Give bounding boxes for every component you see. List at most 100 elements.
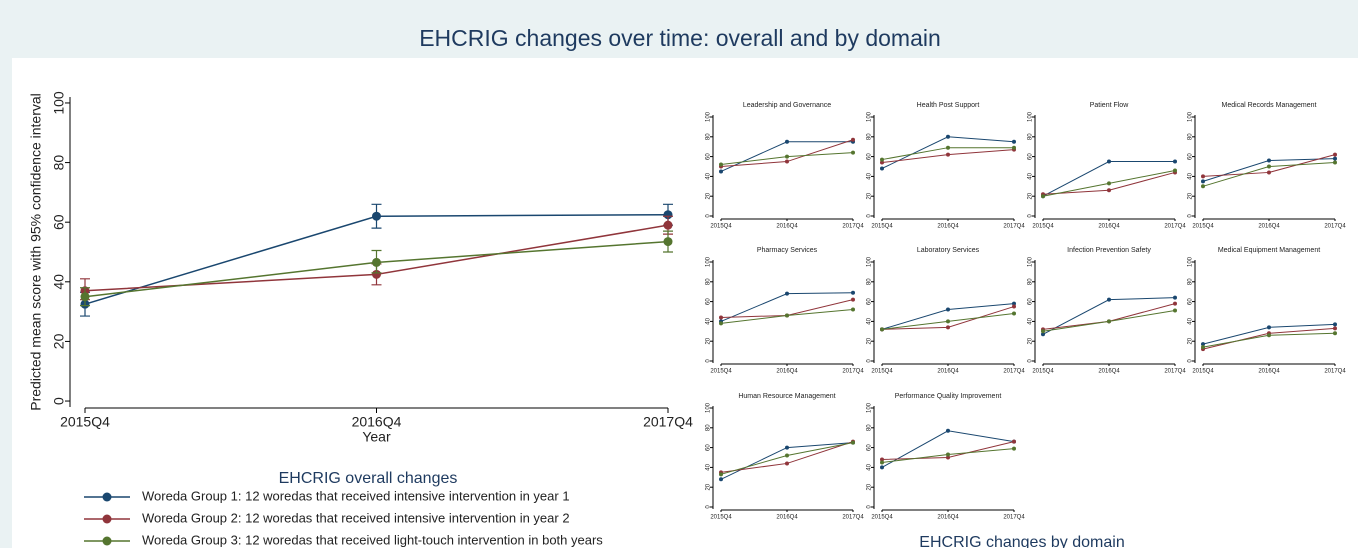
y-tick-label: 20 xyxy=(867,483,873,490)
data-point xyxy=(851,137,855,142)
y-tick-label: 40 xyxy=(1028,317,1034,324)
data-point xyxy=(372,257,381,267)
main-panel xyxy=(12,58,690,548)
y-tick-label: 40 xyxy=(706,317,712,324)
y-tick-label: 40 xyxy=(706,463,712,470)
data-point xyxy=(946,452,950,457)
y-tick-label: 80 xyxy=(51,155,67,171)
x-tick-label: 2015Q4 xyxy=(871,369,893,375)
x-tick-label: 2016Q4 xyxy=(1098,369,1120,375)
y-tick-label: 60 xyxy=(1188,153,1194,160)
data-point xyxy=(1173,301,1177,306)
data-point xyxy=(946,152,950,157)
data-point xyxy=(1012,311,1016,316)
x-tick-label: 2017Q4 xyxy=(1164,224,1186,230)
data-point xyxy=(1333,326,1337,331)
data-point xyxy=(1333,156,1337,161)
legend-marker xyxy=(102,514,112,524)
data-point xyxy=(1267,333,1271,338)
legend-label: Woreda Group 1: 12 woredas that received… xyxy=(142,488,570,503)
panel-title: Leadership and Governance xyxy=(743,102,831,109)
data-point xyxy=(851,150,855,155)
data-point xyxy=(1201,184,1205,189)
data-point xyxy=(663,237,673,247)
data-point xyxy=(1173,295,1177,300)
data-point xyxy=(719,315,723,320)
y-tick-label: 60 xyxy=(867,153,873,160)
domain-panel xyxy=(690,58,1358,548)
panel-title: Medical Records Management xyxy=(1222,102,1317,109)
y-tick-label: 60 xyxy=(706,444,712,451)
y-tick-label: 20 xyxy=(1188,192,1194,199)
x-tick-label: 2016Q4 xyxy=(937,224,959,230)
data-point xyxy=(80,292,90,302)
data-point xyxy=(663,210,673,220)
data-point xyxy=(372,269,381,279)
data-point xyxy=(1173,168,1177,173)
data-point xyxy=(719,477,723,482)
data-point xyxy=(785,154,789,159)
x-tick-label: 2017Q4 xyxy=(1324,369,1346,375)
data-point xyxy=(1201,345,1205,350)
page-title: EHCRIG changes over time: overall and by… xyxy=(419,25,941,51)
data-point xyxy=(1012,446,1016,451)
x-tick-label: 2015Q4 xyxy=(871,224,893,230)
x-tick-label: 2016Q4 xyxy=(776,224,798,230)
y-tick-label: 40 xyxy=(867,172,873,179)
y-tick-label: 100 xyxy=(1188,111,1194,122)
y-tick-label: 40 xyxy=(706,172,712,179)
data-point xyxy=(785,139,789,144)
y-tick-label: 80 xyxy=(1028,133,1034,140)
y-tick-label: 0 xyxy=(706,359,712,363)
x-tick-label: 2016Q4 xyxy=(1258,369,1280,375)
data-point xyxy=(880,327,884,332)
y-tick-label: 60 xyxy=(1188,298,1194,305)
data-point xyxy=(785,445,789,450)
y-tick-label: 80 xyxy=(1028,278,1034,285)
y-tick-label: 0 xyxy=(1028,359,1034,363)
legend-title: EHCRIG overall changes xyxy=(279,470,458,487)
x-tick-label: 2016Q4 xyxy=(1098,224,1120,230)
data-point xyxy=(1107,297,1111,302)
data-point xyxy=(1107,319,1111,324)
data-point xyxy=(1173,159,1177,164)
y-tick-label: 100 xyxy=(867,111,873,122)
y-tick-label: 60 xyxy=(51,214,67,230)
x-tick-label: 2016Q4 xyxy=(937,515,959,521)
legend-label: Woreda Group 2: 12 woredas that received… xyxy=(142,510,570,525)
y-tick-label: 20 xyxy=(867,192,873,199)
y-tick-label: 0 xyxy=(867,214,873,218)
y-tick-label: 0 xyxy=(1028,214,1034,218)
panel-title: Patient Flow xyxy=(1090,102,1129,109)
y-tick-label: 80 xyxy=(706,133,712,140)
y-tick-label: 20 xyxy=(706,483,712,490)
y-tick-label: 20 xyxy=(1028,192,1034,199)
x-tick-label: 2017Q4 xyxy=(842,224,864,230)
data-point xyxy=(1012,439,1016,444)
y-tick-label: 80 xyxy=(1188,278,1194,285)
x-tick-label: 2015Q4 xyxy=(710,224,732,230)
y-tick-label: 100 xyxy=(706,402,712,413)
y-tick-label: 20 xyxy=(867,337,873,344)
panel-title: Health Post Support xyxy=(917,102,980,109)
y-tick-label: 40 xyxy=(1188,317,1194,324)
y-tick-label: 80 xyxy=(706,424,712,431)
y-tick-label: 0 xyxy=(51,397,67,405)
data-point xyxy=(719,472,723,477)
x-tick-label: 2015Q4 xyxy=(710,515,732,521)
panel-title: Laboratory Services xyxy=(917,247,980,254)
y-tick-label: 0 xyxy=(706,214,712,218)
data-point xyxy=(946,325,950,330)
y-tick-label: 60 xyxy=(706,298,712,305)
y-tick-label: 100 xyxy=(706,111,712,122)
panel-title: Medical Equipment Management xyxy=(1218,247,1320,254)
data-point xyxy=(785,313,789,318)
data-point xyxy=(1107,188,1111,193)
x-tick-label: 2017Q4 xyxy=(1164,369,1186,375)
data-point xyxy=(946,455,950,460)
x-tick-label: 2016Q4 xyxy=(1258,224,1280,230)
data-point xyxy=(1041,332,1045,337)
x-tick-label: 2017Q4 xyxy=(643,414,693,430)
data-point xyxy=(1041,194,1045,199)
